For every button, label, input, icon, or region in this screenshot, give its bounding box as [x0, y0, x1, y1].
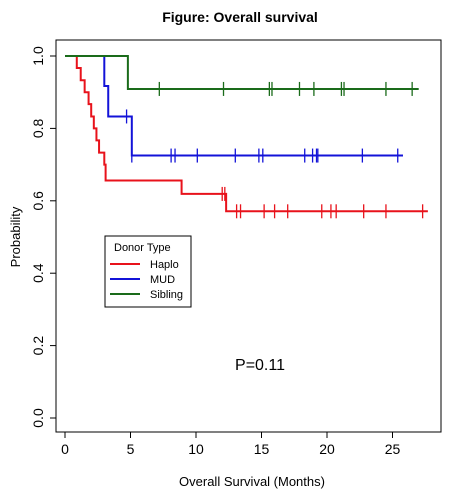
legend-label-haplo: Haplo — [150, 259, 179, 271]
y-tick-label: 0.2 — [30, 336, 46, 356]
legend-box — [104, 235, 192, 308]
series-line-haplo — [65, 55, 428, 213]
p-value-annotation: P=0.11 — [235, 357, 285, 374]
y-tick-label: 0.8 — [30, 118, 46, 138]
legend: Donor Type Haplo MUD Sibling — [104, 235, 192, 308]
legend-label-mud: MUD — [150, 274, 175, 286]
x-tick-label: 20 — [319, 441, 335, 457]
y-tick-label: 0.0 — [30, 408, 46, 428]
series-layer — [65, 55, 428, 219]
x-axis-label: Overall Survival (Months) — [179, 474, 325, 489]
series-line-mud — [65, 55, 403, 157]
series-line-sibling — [65, 55, 419, 90]
y-tick-label: 0.4 — [30, 263, 46, 283]
x-tick-label: 10 — [188, 441, 204, 457]
legend-title: Donor Type — [114, 242, 171, 254]
y-axis: 0.0 0.2 0.4 0.6 0.8 1.0 — [30, 46, 56, 428]
legend-label-sibling: Sibling — [150, 289, 183, 301]
y-tick-label: 1.0 — [30, 46, 46, 66]
x-axis: 0 5 10 15 20 25 — [61, 432, 400, 457]
y-tick-label: 0.6 — [30, 191, 46, 211]
y-axis-label: Probability — [8, 206, 23, 267]
plot-frame — [55, 39, 442, 433]
x-tick-label: 25 — [385, 441, 401, 457]
x-tick-label: 15 — [254, 441, 270, 457]
x-tick-label: 0 — [61, 441, 69, 457]
x-tick-label: 5 — [127, 441, 135, 457]
chart-title: Figure: Overall survival — [162, 9, 318, 25]
